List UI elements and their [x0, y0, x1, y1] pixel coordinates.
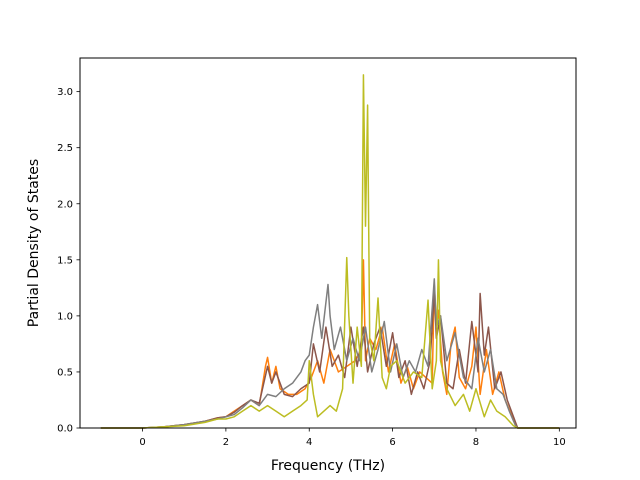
series-line-3	[100, 278, 560, 429]
y-tick-label: 0.0	[57, 424, 73, 435]
plot-frame	[79, 57, 577, 429]
y-ticks: 0.0 0.5 1.0 1.5 2.0 2.5 3.0	[57, 87, 80, 435]
y-tick-label: 1.0	[57, 311, 73, 322]
y-tick-label: 2.5	[57, 143, 73, 154]
series-layer	[100, 74, 560, 429]
x-tick-label: 10	[553, 437, 566, 448]
x-tick-label: 6	[389, 437, 395, 448]
x-tick-label: 0	[139, 437, 145, 448]
x-ticks: 0 2 4 6 8 10	[139, 428, 566, 448]
x-tick-label: 8	[473, 437, 479, 448]
series-line-4	[100, 74, 560, 429]
y-tick-label: 1.5	[57, 255, 73, 266]
x-axis-label: Frequency (THz)	[271, 458, 385, 474]
y-tick-label: 0.5	[57, 367, 73, 378]
y-axis-label: Partial Density of States	[26, 159, 42, 327]
y-tick-label: 3.0	[57, 87, 73, 98]
x-tick-label: 2	[223, 437, 229, 448]
x-tick-label: 4	[306, 437, 312, 448]
y-tick-label: 2.0	[57, 199, 73, 210]
